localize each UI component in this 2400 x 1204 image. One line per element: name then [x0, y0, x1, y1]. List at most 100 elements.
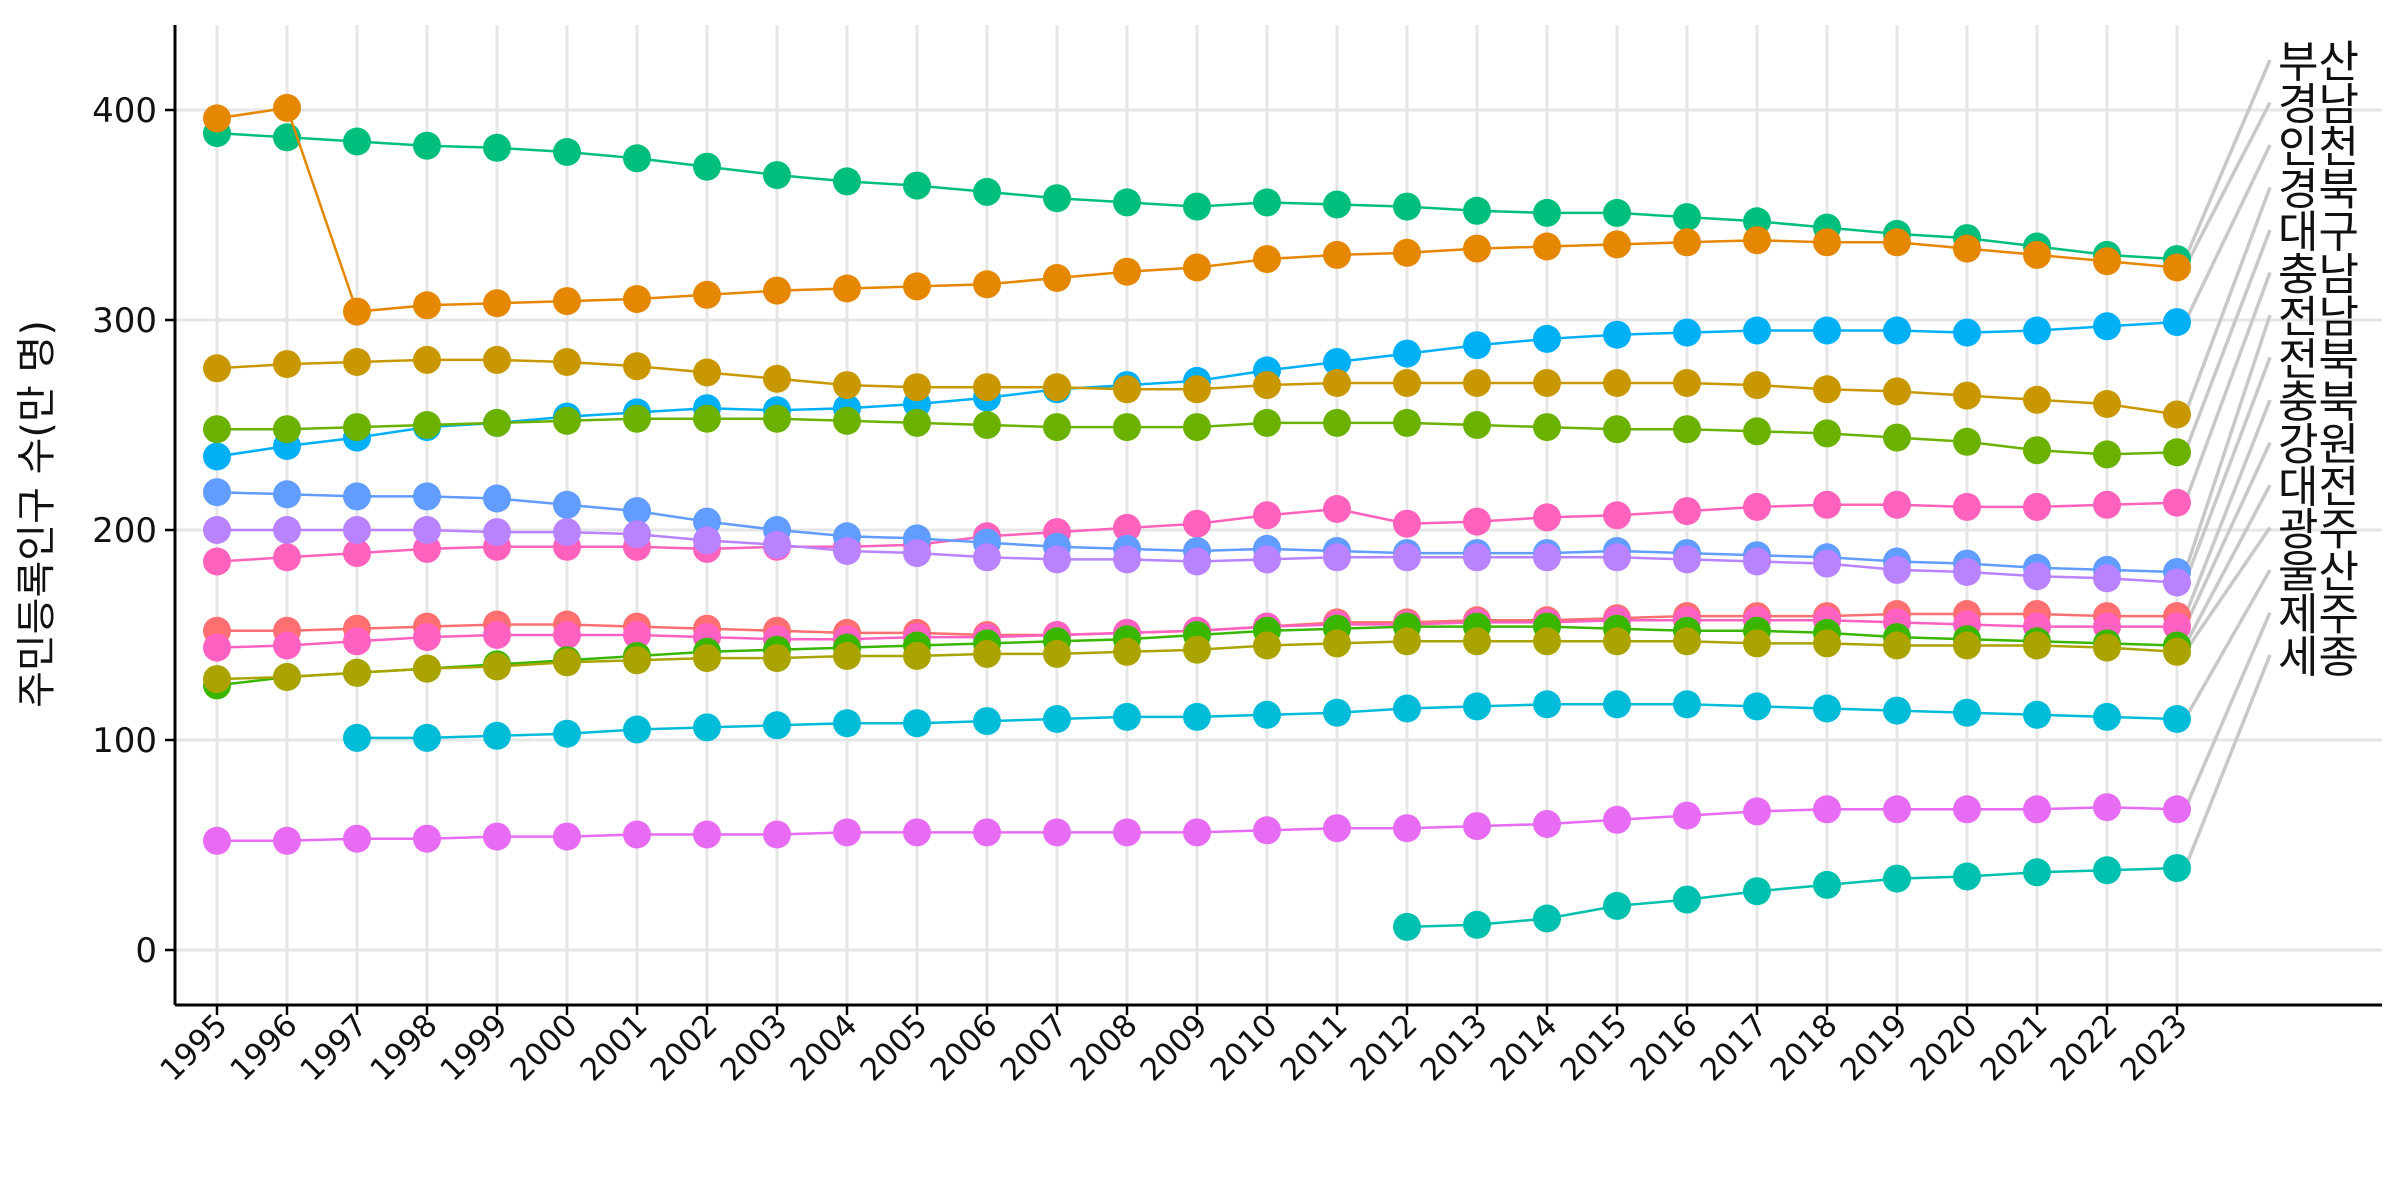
data-point: [903, 408, 931, 437]
data-point: [1253, 408, 1281, 437]
data-point: [833, 406, 861, 435]
series-경남: [203, 93, 2191, 326]
data-point: [1323, 698, 1351, 727]
data-point: [1393, 238, 1421, 267]
data-point: [1743, 692, 1771, 721]
data-point: [2023, 700, 2051, 729]
data-point: [693, 358, 721, 387]
data-point: [553, 621, 581, 649]
data-point: [833, 709, 861, 738]
data-point: [343, 824, 371, 853]
data-point: [1673, 497, 1701, 526]
data-point: [1743, 226, 1771, 255]
data-point: [483, 289, 511, 318]
data-point: [973, 543, 1001, 572]
series-제주: [203, 793, 2191, 855]
data-point: [1393, 339, 1421, 368]
data-point: [763, 364, 791, 393]
data-point: [1673, 415, 1701, 444]
data-point: [2023, 240, 2051, 269]
data-point: [1253, 700, 1281, 729]
data-point: [553, 348, 581, 376]
data-point: [1673, 545, 1701, 574]
x-tick-label: 2015: [1553, 1007, 1634, 1088]
data-point: [1043, 264, 1071, 292]
x-tick-label: 2004: [783, 1007, 864, 1088]
data-point: [203, 415, 231, 444]
data-point: [1743, 629, 1771, 658]
data-point: [623, 646, 651, 675]
data-point: [1533, 810, 1561, 838]
data-point: [1533, 690, 1561, 719]
data-point: [1953, 492, 1981, 521]
series-경북: [203, 345, 2191, 429]
data-point: [693, 280, 721, 309]
data-point: [1603, 690, 1631, 719]
data-point: [1463, 369, 1491, 397]
data-point: [693, 713, 721, 742]
data-point: [1883, 864, 1911, 893]
data-point: [1743, 797, 1771, 826]
data-point: [1603, 805, 1631, 834]
data-point: [273, 480, 301, 509]
data-point: [1393, 814, 1421, 843]
x-tick-label: 2009: [1133, 1007, 1214, 1088]
leader-line: [2183, 229, 2272, 453]
data-point: [1113, 188, 1141, 217]
data-point: [623, 621, 651, 649]
data-point: [1813, 375, 1841, 404]
data-point: [973, 707, 1001, 736]
data-point: [1743, 492, 1771, 521]
data-point: [1813, 419, 1841, 448]
data-point: [413, 482, 441, 511]
data-point: [203, 442, 231, 471]
data-point: [1323, 240, 1351, 269]
data-point: [1323, 190, 1351, 219]
data-point: [903, 272, 931, 301]
data-point: [623, 144, 651, 173]
series-울산: [343, 690, 2191, 752]
data-point: [1603, 501, 1631, 530]
data-point: [973, 818, 1001, 847]
data-point: [553, 648, 581, 677]
end-label: 인천: [2278, 122, 2359, 173]
data-point: [1953, 862, 1981, 891]
data-point: [833, 818, 861, 847]
data-point: [1393, 408, 1421, 437]
data-point: [413, 345, 441, 374]
x-tick-label: 1996: [223, 1007, 304, 1088]
data-point: [1253, 188, 1281, 217]
data-point: [483, 408, 511, 437]
data-point: [1113, 818, 1141, 847]
data-point: [1533, 232, 1561, 261]
data-point: [553, 406, 581, 435]
data-point: [1113, 513, 1141, 542]
x-tick-label: 2020: [1903, 1007, 1984, 1088]
data-point: [1533, 627, 1561, 656]
y-tick-label: 400: [92, 91, 157, 131]
data-point: [2093, 490, 2121, 519]
data-point: [2163, 795, 2191, 824]
data-point: [833, 167, 861, 196]
data-point: [1743, 371, 1771, 400]
end-label: 충남: [2278, 250, 2359, 301]
data-point: [203, 826, 231, 855]
data-point: [1113, 702, 1141, 731]
end-label: 전남: [2278, 292, 2359, 343]
data-point: [623, 715, 651, 744]
data-point: [1253, 545, 1281, 574]
data-point: [1953, 381, 1981, 410]
data-point: [343, 627, 371, 656]
data-point: [973, 270, 1001, 299]
tick-labels: 0100200300400199519961997199819992000200…: [92, 91, 2195, 1088]
data-point: [903, 818, 931, 847]
y-tick-label: 200: [92, 511, 157, 551]
data-point: [483, 822, 511, 851]
data-point: [1393, 694, 1421, 723]
data-point: [1953, 318, 1981, 347]
data-point: [553, 719, 581, 748]
data-point: [1253, 816, 1281, 845]
data-point: [1043, 545, 1071, 574]
data-point: [1603, 198, 1631, 227]
